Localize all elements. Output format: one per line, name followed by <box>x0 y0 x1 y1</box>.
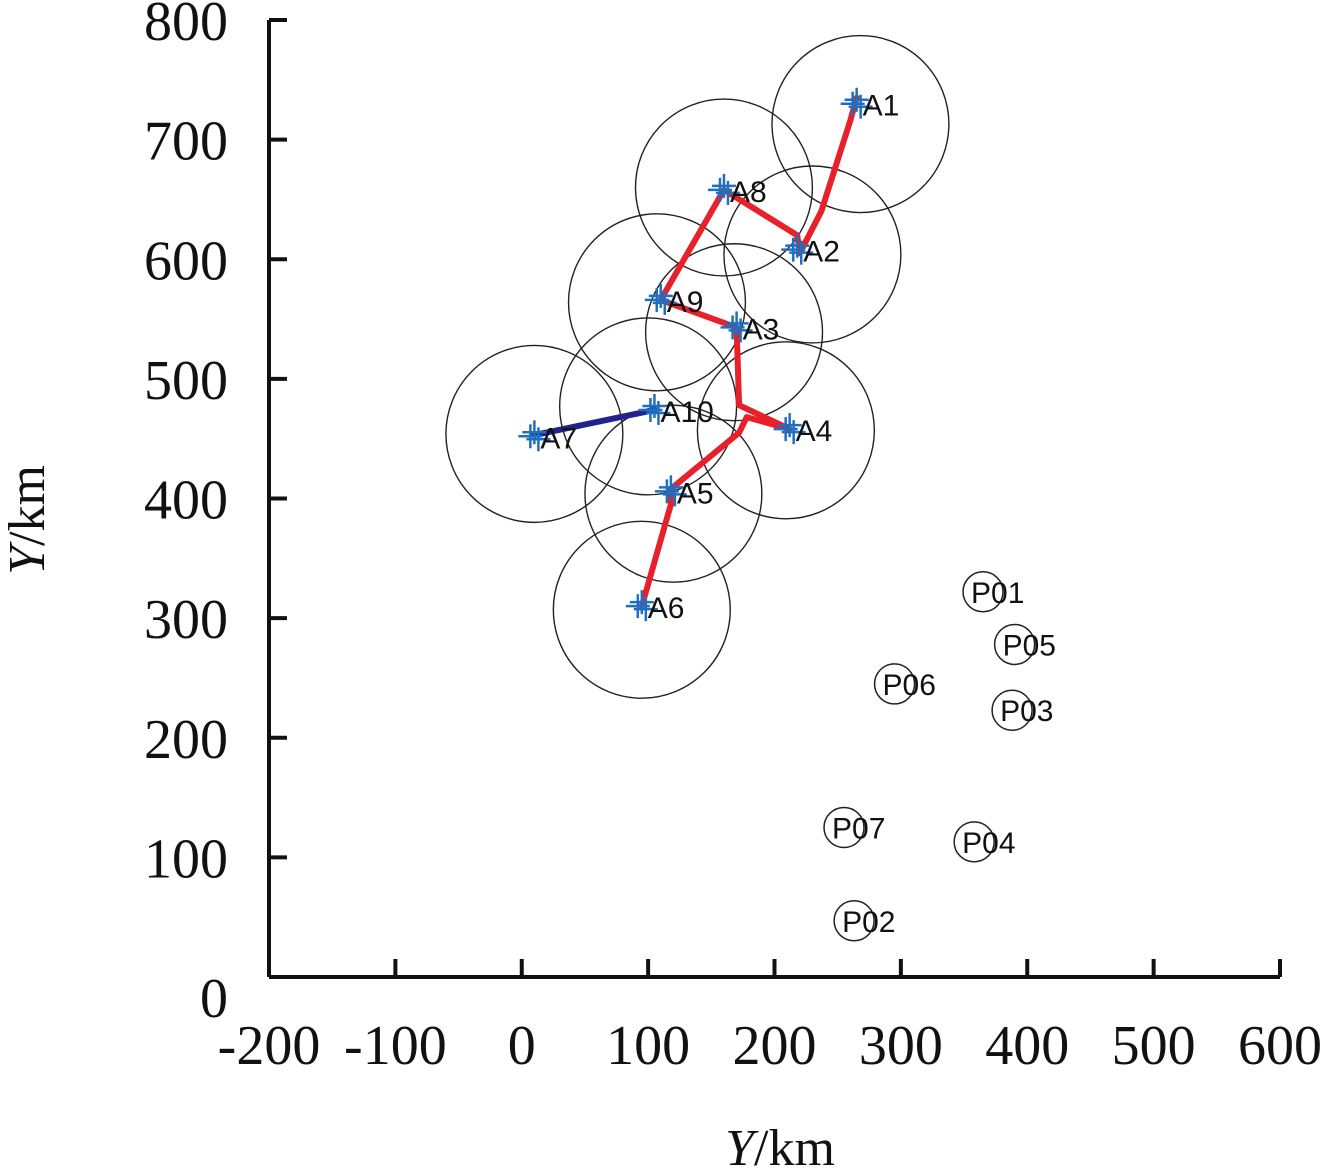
a-point-label: A5 <box>677 477 714 510</box>
a-point-label: A10 <box>660 396 713 429</box>
a-point-marker <box>720 311 753 343</box>
route-line-red <box>638 94 860 610</box>
detection-circle-7 <box>696 341 876 520</box>
p-point-label: P03 <box>1000 695 1053 728</box>
p-point-label: P01 <box>971 577 1024 610</box>
p-point-label: P02 <box>842 906 895 939</box>
detection-circle-1 <box>771 34 950 214</box>
p-point-label: P05 <box>1003 629 1056 662</box>
x-tick-label: 300 <box>859 1015 943 1077</box>
x-tick-label: 100 <box>606 1015 690 1077</box>
a-point-label: A1 <box>863 90 900 123</box>
y-tick-label: 0 <box>200 968 228 1030</box>
a-point-marker <box>707 173 740 205</box>
p-point-label: P07 <box>832 812 885 845</box>
x-axis-title: Y/km <box>725 1120 835 1173</box>
a-point-marker <box>518 420 551 452</box>
p-point-marker <box>991 689 1033 731</box>
a-point-marker <box>625 590 658 622</box>
detection-circle-8 <box>445 344 624 524</box>
p-point-marker <box>962 571 1004 613</box>
y-tick-label: 800 <box>144 0 228 53</box>
a-point-marker <box>654 475 687 507</box>
y-tick-label: 500 <box>144 350 228 412</box>
x-tick-label: -100 <box>344 1015 447 1077</box>
a-points: A1 A2 A3 A4 A5 A6 A7 A8 A9 A10 <box>518 87 900 625</box>
detection-circle-5 <box>644 243 824 422</box>
a-point-marker <box>644 283 677 315</box>
y-axis-title: Y/km <box>0 465 56 575</box>
p-point-label: P04 <box>962 827 1015 860</box>
p-point-marker <box>953 821 995 863</box>
y-tick-label: 300 <box>144 589 228 651</box>
y-tick-label: 400 <box>144 470 228 532</box>
x-tick-label: 400 <box>985 1015 1069 1077</box>
tick-labels: -200 -100 0 100 200 300 400 500 600 0 100 200 300 400… <box>144 0 1322 1077</box>
a-point-label: A9 <box>667 286 704 319</box>
axes <box>267 18 1282 979</box>
y-tick-label: 600 <box>144 230 228 292</box>
detection-circle-9 <box>584 404 763 583</box>
p-point-marker <box>833 900 875 942</box>
detection-circle-2 <box>723 165 902 344</box>
a-point-marker <box>773 413 806 445</box>
route-line-blue <box>531 406 658 439</box>
detection-circles <box>445 34 950 699</box>
a-point-label: A8 <box>730 176 767 209</box>
p-point-marker <box>823 806 865 849</box>
detection-circle-3 <box>634 98 814 277</box>
a-point-marker <box>638 393 671 425</box>
detection-circle-10 <box>552 520 731 699</box>
a-point-label: A4 <box>796 415 833 448</box>
paths <box>531 94 860 610</box>
x-tick-label: 600 <box>1238 1015 1322 1077</box>
x-tick-label: 200 <box>733 1015 817 1077</box>
a-point-label: A7 <box>540 422 577 455</box>
detection-circle-4 <box>567 213 747 392</box>
p-point-label: P06 <box>883 669 936 702</box>
a-point-label: A2 <box>803 236 840 269</box>
a-point-label: A6 <box>648 592 685 625</box>
p-points: P01 P05 P06 P03 P07 P04 P02 <box>823 571 1056 942</box>
y-tick-label: 200 <box>144 709 228 771</box>
a-point-label: A3 <box>743 313 780 346</box>
y-tick-label: 100 <box>144 828 228 890</box>
a-point-marker <box>840 87 873 119</box>
x-tick-label: -200 <box>218 1015 321 1077</box>
x-tick-label: 500 <box>1112 1015 1196 1077</box>
p-point-marker <box>993 623 1036 666</box>
y-tick-label: 700 <box>144 111 228 173</box>
x-tick-label: 0 <box>508 1015 536 1077</box>
p-point-marker <box>873 663 916 705</box>
a-point-marker <box>781 233 814 265</box>
